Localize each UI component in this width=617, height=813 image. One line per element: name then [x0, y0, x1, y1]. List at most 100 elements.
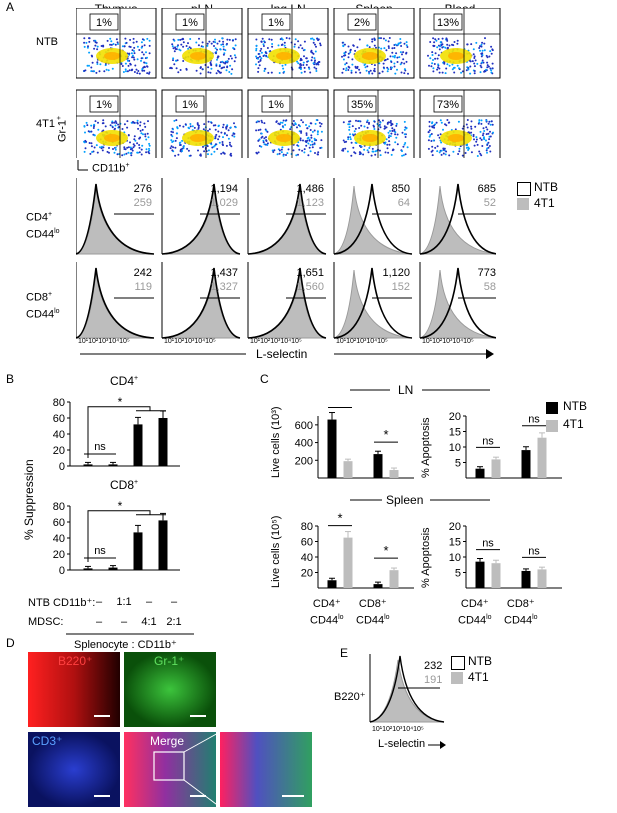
condition-value: –	[170, 596, 178, 608]
dotplot: 73%	[419, 89, 501, 158]
y-tick-label: 0	[59, 461, 65, 473]
bar	[475, 468, 485, 478]
bar	[327, 580, 337, 588]
panel-b-letter: B	[6, 372, 15, 386]
e-legend-ntb-swatch	[451, 656, 465, 670]
c-x-cat-sub: CD44	[458, 614, 487, 627]
y-tick-label: 40	[53, 429, 65, 441]
mfi-4t1: 1,327	[210, 281, 238, 293]
c-spleen-title: Spleen	[386, 493, 424, 507]
mfi-ntb: 276	[134, 183, 152, 195]
legend-ntb-swatch	[517, 182, 531, 196]
b-cd4-title: CD4+	[110, 374, 139, 388]
c-ylabel-ln-live: Live cells (10³)	[270, 406, 282, 478]
dotplot: 2%	[333, 8, 415, 79]
cd3-image	[28, 732, 120, 807]
dotplot: 1%	[247, 8, 329, 79]
bar	[521, 450, 531, 478]
gate-percent: 73%	[437, 99, 459, 111]
e-arrow-icon	[428, 741, 446, 749]
condition-value: –	[145, 596, 153, 608]
panel-c-letter: C	[260, 372, 269, 386]
b220-image	[28, 652, 120, 727]
legend-4t1-label: 4T1	[534, 196, 555, 210]
dotplot: 1%	[247, 89, 329, 158]
c-x-category: CD8⁺ CD44lo	[504, 598, 538, 628]
y-tick-label: 20	[449, 521, 461, 533]
mfi-4t1: 1,560	[296, 281, 324, 293]
significance-star: *	[118, 499, 123, 513]
mfi-ntb: 1,651	[296, 267, 324, 279]
cd8-text: CD8	[26, 291, 49, 304]
significance-star: *	[118, 395, 123, 409]
hist-tick-labels: 10¹10²10³10⁴10⁵	[422, 338, 474, 345]
suppression-cd8-chart: 80 60 40 20 0 ns *	[53, 499, 180, 577]
condition-value: –	[120, 616, 128, 628]
d-gr1-label: Gr-1⁺	[154, 654, 185, 668]
suppression-cd4-chart: 80 60 40 20 0 ns *	[53, 395, 180, 473]
y-tick-label: 80	[301, 521, 313, 533]
mfi-ntb: 1,194	[210, 183, 238, 195]
ns-label: ns	[94, 545, 106, 557]
c-x-category: CD4⁺ CD44lo	[310, 598, 344, 628]
dotplot: 1%	[76, 8, 157, 79]
significance-star: *	[383, 543, 388, 558]
significance-star: *	[337, 402, 342, 408]
condition-value: –	[95, 616, 103, 628]
b-cd8-text: CD8	[110, 478, 135, 492]
bar	[343, 537, 353, 588]
histogram: 1,437 1,327	[161, 262, 241, 339]
y-tick-label: 60	[53, 517, 65, 529]
bar	[491, 459, 501, 478]
axis-arrow-icon	[77, 160, 88, 171]
hist-tick-labels: 10¹10²10³10⁴10⁵	[336, 338, 388, 345]
gate-percent: 1%	[96, 99, 112, 111]
c-legend-4t1: 4T1	[563, 417, 584, 431]
ns-label: ns	[482, 538, 494, 550]
e-legend-4t1-swatch	[451, 672, 463, 684]
bar	[133, 532, 143, 570]
y-tick-label: 400	[295, 438, 313, 450]
y-tick-label: 80	[53, 397, 65, 409]
mfi-ntb: 1,437	[210, 267, 238, 279]
bar	[537, 569, 547, 588]
y-tick-label: 5	[455, 458, 461, 470]
condition-value: 1:1	[116, 596, 132, 608]
gate-percent: 13%	[437, 17, 459, 29]
gate-percent: 1%	[182, 17, 198, 29]
histogram: 1,120 152	[333, 262, 413, 339]
bar	[491, 563, 501, 588]
b-cd8-title: CD8+	[110, 478, 139, 492]
condition-value: 2:1	[166, 616, 182, 628]
mfi-ntb: 685	[478, 183, 496, 195]
cd11b-text: CD11b	[92, 162, 126, 175]
bar	[158, 520, 168, 570]
panel-a-letter: A	[6, 0, 15, 14]
c-x-cat-name: CD4⁺	[312, 598, 341, 610]
y-tick-label: 80	[53, 501, 65, 513]
gate-percent: 35%	[351, 99, 373, 111]
ns-label: ns	[528, 414, 540, 426]
c-ylabel-sp-live: Live cells (10⁵)	[270, 515, 282, 588]
cd8-row-label: CD8+ CD44lo	[26, 288, 60, 321]
b-footer-divider	[66, 633, 194, 635]
spleen-live-cells-chart: 80 60 40 20 * *	[301, 512, 414, 589]
c-x-cat-name: CD8⁺	[506, 598, 535, 610]
histogram-grid: 2762591,1941,0291,4861,12385064685522421…	[76, 178, 496, 339]
spleen-divider	[350, 499, 490, 501]
y-tick-label: 15	[449, 427, 461, 439]
y-tick-label: 60	[301, 537, 313, 549]
y-tick-label: 20	[449, 411, 461, 423]
mfi-4t1: 1,029	[210, 197, 238, 209]
bar	[158, 418, 168, 466]
bar	[389, 470, 399, 478]
bar	[83, 464, 93, 466]
panel-d-letter: D	[6, 636, 15, 650]
c-x-cat-name: CD8⁺	[358, 598, 387, 610]
bar	[108, 464, 118, 466]
mfi-ntb: 850	[392, 183, 410, 195]
row-label-4t1: 4T1	[36, 118, 55, 130]
